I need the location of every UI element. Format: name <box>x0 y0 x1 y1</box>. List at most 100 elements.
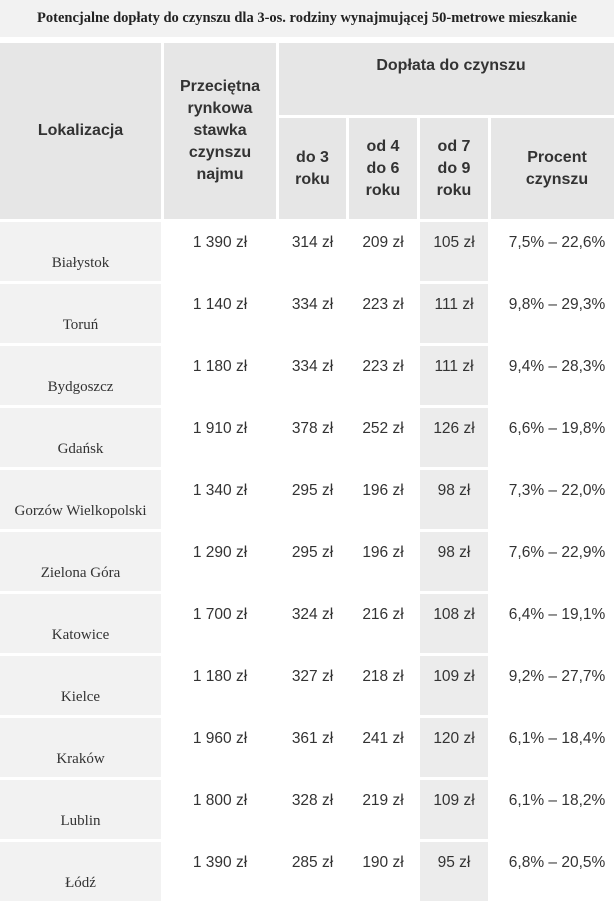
header-rent-percent: Procent czynszu <box>491 118 614 219</box>
city-name: Łódź <box>0 842 161 901</box>
header-line: roku <box>436 181 472 199</box>
subsidy-years-4-6: 190 zł <box>349 842 417 901</box>
header-average-rate: Przeciętna rynkowa stawka czynszu najmu <box>164 43 276 219</box>
header-line: do 9 <box>437 159 471 177</box>
city-name: Gorzów Wielkopolski <box>0 470 161 529</box>
rent-percent: 6,1% – 18,4% <box>491 718 614 777</box>
subsidy-years-7-9: 126 zł <box>420 408 488 467</box>
header-subsidy: Dopłata do czynszu <box>279 43 614 115</box>
table-row: Lublin 1 800 zł 328 zł 219 zł 109 zł 6,1… <box>0 780 614 839</box>
city-name: Gdańsk <box>0 408 161 467</box>
average-rate: 1 700 zł <box>164 594 276 653</box>
city-name: Zielona Góra <box>0 532 161 591</box>
table-row: Kielce 1 180 zł 327 zł 218 zł 109 zł 9,2… <box>0 656 614 715</box>
city-name: Białystok <box>0 222 161 281</box>
table-body: Białystok 1 390 zł 314 zł 209 zł 105 zł … <box>0 222 614 901</box>
subsidy-years-1-3: 328 zł <box>279 780 346 839</box>
rent-percent: 6,1% – 18,2% <box>491 780 614 839</box>
subsidy-years-1-3: 334 zł <box>279 284 346 343</box>
header-line: roku <box>295 170 330 188</box>
average-rate: 1 180 zł <box>164 346 276 405</box>
header-average-rate-line: rynkowa <box>187 100 253 117</box>
table-row: Bydgoszcz 1 180 zł 334 zł 223 zł 111 zł … <box>0 346 614 405</box>
subsidy-years-4-6: 219 zł <box>349 780 417 839</box>
subsidy-years-1-3: 334 zł <box>279 346 346 405</box>
subsidy-years-1-3: 327 zł <box>279 656 346 715</box>
rent-percent: 6,8% – 20,5% <box>491 842 614 901</box>
subsidy-years-7-9: 111 zł <box>420 284 488 343</box>
city-name: Kraków <box>0 718 161 777</box>
table-row: Katowice 1 700 zł 324 zł 216 zł 108 zł 6… <box>0 594 614 653</box>
header-line: od 7 <box>437 137 471 155</box>
average-rate: 1 290 zł <box>164 532 276 591</box>
city-name: Katowice <box>0 594 161 653</box>
header-years-1-3: do 3 roku <box>279 118 346 219</box>
subsidy-years-7-9: 98 zł <box>420 470 488 529</box>
subsidy-years-4-6: 218 zł <box>349 656 417 715</box>
subsidy-years-1-3: 295 zł <box>279 532 346 591</box>
subsidy-years-7-9: 108 zł <box>420 594 488 653</box>
subsidy-years-4-6: 196 zł <box>349 532 417 591</box>
subsidy-years-4-6: 216 zł <box>349 594 417 653</box>
table-row: Toruń 1 140 zł 334 zł 223 zł 111 zł 9,8%… <box>0 284 614 343</box>
rent-percent: 6,6% – 19,8% <box>491 408 614 467</box>
city-name: Bydgoszcz <box>0 346 161 405</box>
header-location: Lokalizacja <box>0 43 161 219</box>
rent-percent: 9,2% – 27,7% <box>491 656 614 715</box>
city-name: Toruń <box>0 284 161 343</box>
table-title: Potencjalne dopłaty do czynszu dla 3-os.… <box>0 0 614 40</box>
subsidy-years-4-6: 196 zł <box>349 470 417 529</box>
table-row: Gorzów Wielkopolski 1 340 zł 295 zł 196 … <box>0 470 614 529</box>
subsidy-years-7-9: 109 zł <box>420 780 488 839</box>
rent-subsidy-table: Lokalizacja Przeciętna rynkowa stawka cz… <box>0 40 614 904</box>
average-rate: 1 180 zł <box>164 656 276 715</box>
subsidy-years-7-9: 111 zł <box>420 346 488 405</box>
header-average-rate-line: Przeciętna <box>179 78 261 95</box>
subsidy-years-4-6: 241 zł <box>349 718 417 777</box>
header-line: roku <box>365 181 401 199</box>
subsidy-years-1-3: 324 zł <box>279 594 346 653</box>
table-row: Białystok 1 390 zł 314 zł 209 zł 105 zł … <box>0 222 614 281</box>
subsidy-years-4-6: 209 zł <box>349 222 417 281</box>
subsidy-years-7-9: 105 zł <box>420 222 488 281</box>
subsidy-years-7-9: 109 zł <box>420 656 488 715</box>
header-line: do 6 <box>366 159 400 177</box>
subsidy-years-7-9: 98 zł <box>420 532 488 591</box>
header-line: do 3 <box>296 148 329 166</box>
rent-percent: 9,4% – 28,3% <box>491 346 614 405</box>
average-rate: 1 390 zł <box>164 842 276 901</box>
subsidy-years-4-6: 223 zł <box>349 284 417 343</box>
subsidy-years-4-6: 223 zł <box>349 346 417 405</box>
rent-percent: 9,8% – 29,3% <box>491 284 614 343</box>
city-name: Lublin <box>0 780 161 839</box>
average-rate: 1 960 zł <box>164 718 276 777</box>
header-average-rate-line: czynszu <box>188 144 252 161</box>
average-rate: 1 140 zł <box>164 284 276 343</box>
header-line: Procent <box>527 148 587 166</box>
average-rate: 1 340 zł <box>164 470 276 529</box>
average-rate: 1 910 zł <box>164 408 276 467</box>
table-row: Gdańsk 1 910 zł 378 zł 252 zł 126 zł 6,6… <box>0 408 614 467</box>
subsidy-years-1-3: 295 zł <box>279 470 346 529</box>
city-name: Kielce <box>0 656 161 715</box>
subsidy-years-1-3: 285 zł <box>279 842 346 901</box>
header-average-rate-line: najmu <box>196 166 244 183</box>
subsidy-years-7-9: 95 zł <box>420 842 488 901</box>
table-row: Kraków 1 960 zł 361 zł 241 zł 120 zł 6,1… <box>0 718 614 777</box>
subsidy-years-4-6: 252 zł <box>349 408 417 467</box>
rent-percent: 7,5% – 22,6% <box>491 222 614 281</box>
header-line: czynszu <box>525 170 589 188</box>
table-row: Zielona Góra 1 290 zł 295 zł 196 zł 98 z… <box>0 532 614 591</box>
rent-percent: 7,3% – 22,0% <box>491 470 614 529</box>
subsidy-years-1-3: 361 zł <box>279 718 346 777</box>
subsidy-years-7-9: 120 zł <box>420 718 488 777</box>
subsidy-years-1-3: 314 zł <box>279 222 346 281</box>
average-rate: 1 800 zł <box>164 780 276 839</box>
average-rate: 1 390 zł <box>164 222 276 281</box>
header-line: od 4 <box>366 137 400 155</box>
table-row: Łódź 1 390 zł 285 zł 190 zł 95 zł 6,8% –… <box>0 842 614 901</box>
rent-percent: 6,4% – 19,1% <box>491 594 614 653</box>
rent-percent: 7,6% – 22,9% <box>491 532 614 591</box>
header-years-4-6: od 4 do 6 roku <box>349 118 417 219</box>
header-average-rate-line: stawka <box>193 122 247 139</box>
